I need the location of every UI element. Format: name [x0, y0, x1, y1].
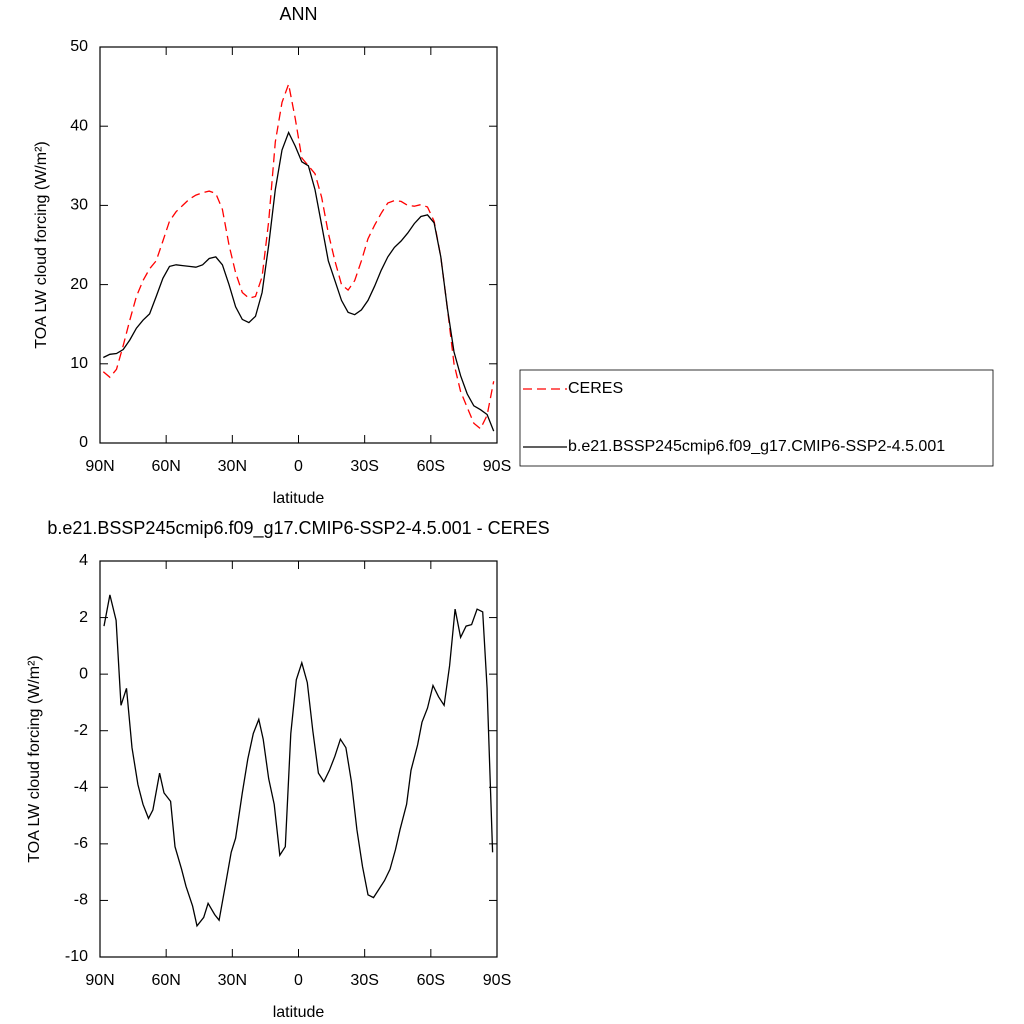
legend-frame	[519, 369, 994, 467]
x-tick-label: 0	[294, 972, 303, 989]
legend-label: b.e21.BSSP245cmip6.f09_g17.CMIP6-SSP2-4.…	[568, 438, 945, 455]
legend: CERES b.e21.BSSP245cmip6.f09_g17.CMIP6-SS…	[519, 369, 994, 467]
x-tick-label: 90S	[483, 972, 511, 989]
y-tick-label: -2	[74, 722, 88, 739]
y-tick-label: 30	[70, 197, 88, 214]
x-axis-label: latitude	[273, 490, 325, 507]
y-tick-label: 0	[79, 665, 88, 682]
y-tick-label: -8	[74, 892, 88, 909]
y-tick-label: 10	[70, 355, 88, 372]
y-tick-label: 4	[79, 552, 88, 569]
x-tick-label: 90S	[483, 458, 511, 475]
y-tick-label: -4	[74, 779, 88, 796]
y-tick-label: -10	[65, 948, 88, 965]
chart-title: b.e21.BSSP245cmip6.f09_g17.CMIP6-SSP2-4.…	[47, 518, 549, 539]
plot-frame	[99, 560, 498, 958]
x-tick-label: 90N	[85, 972, 114, 989]
y-axis-label: TOA LW cloud forcing (W/m²)	[26, 655, 43, 862]
x-tick-label: 30N	[218, 458, 247, 475]
x-tick-label: 60N	[151, 972, 180, 989]
y-tick-label: -6	[74, 835, 88, 852]
y-tick-label: 20	[70, 276, 88, 293]
x-tick-label: 30S	[350, 972, 378, 989]
y-tick-label: 40	[70, 117, 88, 134]
legend-label: CERES	[568, 380, 623, 397]
x-axis-label: latitude	[273, 1004, 325, 1021]
series-line	[102, 81, 495, 430]
plot-frame	[99, 46, 498, 444]
series-line	[103, 130, 495, 432]
y-axis-label: TOA LW cloud forcing (W/m²)	[33, 141, 50, 348]
x-tick-label: 60S	[417, 972, 445, 989]
y-tick-label: 0	[79, 434, 88, 451]
x-tick-label: 60N	[151, 458, 180, 475]
y-tick-label: 2	[79, 609, 88, 626]
x-tick-label: 90N	[85, 458, 114, 475]
y-tick-label: 50	[70, 38, 88, 55]
series-line	[103, 594, 494, 928]
x-tick-label: 60S	[417, 458, 445, 475]
x-tick-label: 0	[294, 458, 303, 475]
x-tick-label: 30S	[350, 458, 378, 475]
x-tick-label: 30N	[218, 972, 247, 989]
chart-title: ANN	[279, 4, 317, 24]
